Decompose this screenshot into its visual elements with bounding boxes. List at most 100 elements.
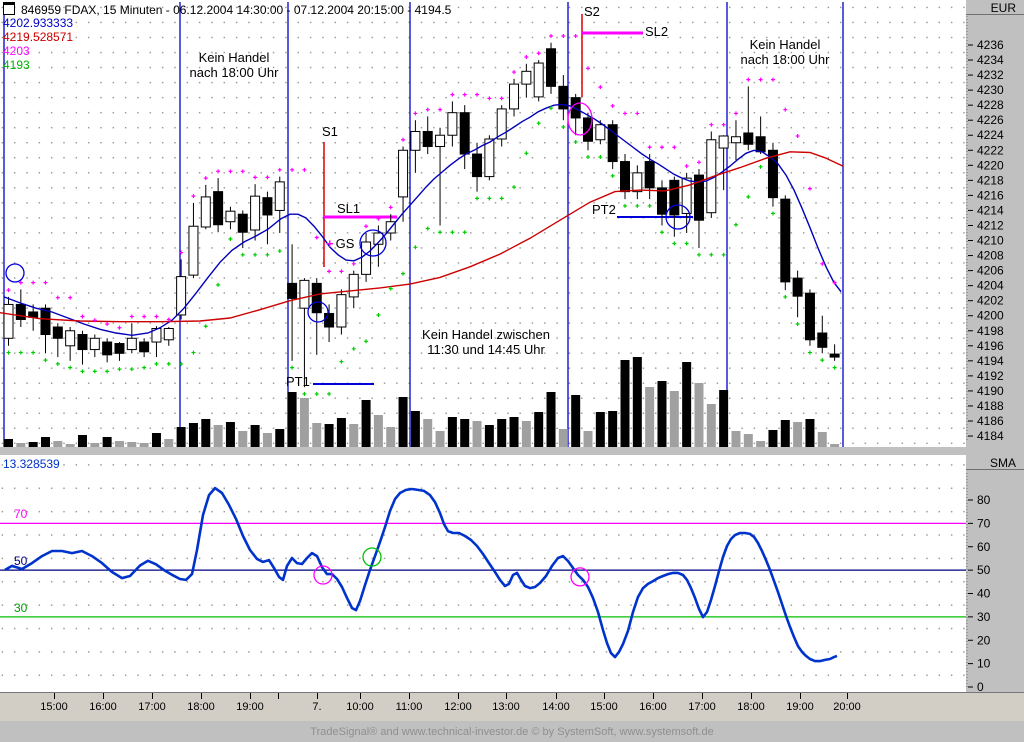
panel-splitter[interactable]	[0, 447, 1024, 455]
candle-body	[767, 149, 778, 199]
marker-label-pt1[interactable]: PT1	[286, 374, 310, 389]
low-dot	[746, 194, 751, 199]
high-dot	[314, 235, 319, 240]
volume-bar	[435, 431, 445, 447]
indicator-signal-circle	[313, 565, 333, 585]
time-tick	[317, 693, 318, 699]
candle-body	[151, 328, 162, 343]
time-tick	[556, 693, 557, 699]
price-tick-label: 4184	[977, 429, 1004, 443]
price-tick-label: 4198	[977, 324, 1004, 338]
candle-body	[163, 328, 174, 341]
candle-body	[65, 330, 76, 347]
time-tick	[653, 693, 654, 699]
high-dot	[820, 261, 825, 266]
indicator-tick-label: 80	[977, 493, 991, 507]
high-dot	[290, 167, 295, 172]
volume-bar	[608, 411, 618, 447]
candle-body	[533, 62, 544, 98]
high-dot	[536, 51, 541, 56]
indicator-tick-label: 60	[977, 540, 991, 554]
price-tick-label: 4236	[977, 38, 1004, 52]
candle-body	[77, 334, 88, 351]
low-dot	[820, 358, 825, 363]
price-tick-label: 4186	[977, 414, 1004, 428]
high-dot	[117, 325, 122, 330]
marker-label-s1[interactable]: S1	[322, 124, 338, 139]
marker-label-s2[interactable]: S2	[584, 4, 600, 19]
volume-bar	[139, 443, 149, 447]
low-dot	[709, 252, 714, 257]
value-ma-slow: 4219.528571	[3, 30, 74, 44]
high-dot	[43, 280, 48, 285]
time-tick-label: 17:00	[688, 701, 716, 713]
marker-label-sl2[interactable]: SL2	[645, 24, 669, 39]
volume-bar	[583, 431, 593, 447]
price-tick-label: 4216	[977, 188, 1004, 202]
low-dot	[598, 155, 603, 160]
channel-dots	[6, 33, 837, 396]
price-chart-canvas[interactable]	[0, 0, 967, 447]
high-dot	[228, 169, 233, 174]
high-dot	[253, 175, 258, 180]
high-dot	[561, 33, 566, 38]
low-dot	[105, 369, 110, 374]
low-dot	[635, 203, 640, 208]
price-tick-label: 4230	[977, 83, 1004, 97]
price-axis[interactable]: EUR 4236 4234 4232 4230 4228 4226 4224 4222 4220…	[966, 0, 1024, 447]
marker-label-sl1[interactable]: SL1	[337, 201, 361, 216]
volume-bars	[4, 357, 840, 447]
time-tick	[201, 693, 202, 699]
high-dot	[684, 164, 689, 169]
time-tick	[506, 693, 507, 699]
price-axis-unit: EUR	[966, 0, 1024, 15]
low-dot	[351, 346, 356, 351]
low-dot	[623, 203, 627, 208]
volume-bar	[398, 397, 408, 447]
candle-body	[792, 277, 803, 297]
time-tick-label: 18:00	[737, 701, 765, 713]
time-tick	[409, 693, 410, 699]
low-dot	[18, 350, 23, 355]
candle-body	[200, 196, 211, 228]
candle-body	[287, 282, 298, 299]
signal-circle	[5, 263, 25, 283]
indicator-chart-canvas[interactable]	[0, 455, 967, 692]
low-dot	[92, 369, 97, 374]
candle-body	[40, 307, 51, 336]
high-dot	[807, 186, 812, 191]
marker-label-gs[interactable]: + GS	[326, 236, 354, 251]
volume-bar	[460, 419, 470, 447]
note-no-trade-left: Kein Handel nach 18:00 Uhr	[174, 50, 294, 80]
time-tick	[152, 693, 153, 699]
low-dot	[438, 230, 443, 235]
candle-body	[644, 161, 655, 189]
volume-bar	[225, 422, 235, 447]
price-tick-label: 4210	[977, 234, 1004, 248]
low-dot	[721, 252, 726, 257]
volume-bar	[780, 420, 790, 447]
high-dot	[154, 314, 159, 319]
indicator-axis[interactable]: SMA 80 70 60 50 40 30 20 10 0	[966, 455, 1024, 692]
time-axis[interactable]: 15:00 16:00 17:00 18:00 19:00 7. 10:00 11:00 12:…	[0, 692, 1024, 722]
time-tick-label: 15:00	[590, 701, 618, 713]
low-dot	[487, 196, 492, 201]
low-dot	[696, 252, 701, 257]
volume-bar	[571, 395, 581, 447]
time-tick-label: 13:00	[492, 701, 520, 713]
candle-body	[509, 83, 520, 110]
candle-body	[176, 276, 187, 316]
high-dot	[475, 92, 480, 97]
low-dot	[80, 369, 85, 374]
low-dot	[314, 391, 319, 396]
high-dot	[129, 314, 134, 319]
volume-bar	[595, 412, 605, 447]
marker-label-pt2[interactable]: PT2	[592, 202, 616, 217]
price-tick-label: 4196	[977, 339, 1004, 353]
volume-bar	[743, 434, 753, 447]
candle-body	[829, 353, 840, 358]
time-tick	[250, 693, 251, 699]
low-dot	[327, 391, 332, 396]
volume-bar	[423, 419, 433, 447]
candles	[3, 42, 840, 388]
